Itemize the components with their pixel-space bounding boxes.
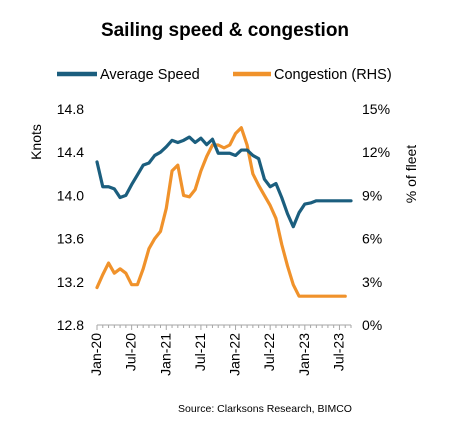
legend-label-average-speed: Average Speed: [100, 67, 200, 83]
x-tick-label: Jan-20: [88, 333, 104, 376]
y-right-tick-label: 6%: [362, 231, 382, 247]
x-tick-label: Jan-21: [157, 333, 173, 376]
y-right-tick-label: 3%: [362, 274, 382, 290]
y-axis-left-title: Knots: [28, 124, 44, 160]
legend-label-congestion: Congestion (RHS): [274, 67, 392, 83]
x-axis-ticks: [96, 325, 352, 330]
y-left-tick-label: 14.4: [57, 144, 84, 160]
x-tick-label: Jul-21: [192, 333, 208, 371]
x-axis-tick-labels: Jan-20 Jul-20 Jan-21 Jul-21 Jan-22 Jul-22 Jan-…: [88, 333, 346, 376]
y-right-tick-label: 12%: [362, 144, 390, 160]
y-right-tick-label: 9%: [362, 187, 382, 203]
x-tick-label: Jan-23: [296, 333, 312, 376]
series-lines: [95, 126, 353, 298]
y-left-tick-label: 14.0: [57, 187, 84, 203]
y-left-tick-label: 12.8: [57, 317, 84, 333]
series-line-average-speed: [95, 135, 353, 229]
y-left-tick-label: 13.2: [57, 274, 84, 290]
y-axis-right-title: % of fleet: [403, 145, 419, 203]
y-right-tick-label: 15%: [362, 101, 390, 117]
x-tick-label: Jul-23: [330, 333, 346, 371]
y-axis-left-tick-labels: 12.8 13.2 13.6 14.0 14.4 14.8: [57, 101, 84, 333]
x-tick-label: Jul-20: [123, 333, 139, 371]
y-axis-right-tick-labels: 0% 3% 6% 9% 12% 15%: [362, 101, 390, 333]
legend: Average Speed Congestion (RHS): [57, 67, 392, 83]
x-tick-label: Jul-22: [261, 333, 277, 371]
chart-title: Sailing speed & congestion: [101, 20, 349, 41]
y-left-tick-label: 13.6: [57, 231, 84, 247]
y-left-tick-label: 14.8: [57, 101, 84, 117]
y-right-tick-label: 0%: [362, 317, 382, 333]
source-note: Source: Clarksons Research, BIMCO: [178, 403, 352, 415]
series-line-congestion: [95, 126, 347, 298]
x-tick-label: Jan-22: [227, 333, 243, 376]
